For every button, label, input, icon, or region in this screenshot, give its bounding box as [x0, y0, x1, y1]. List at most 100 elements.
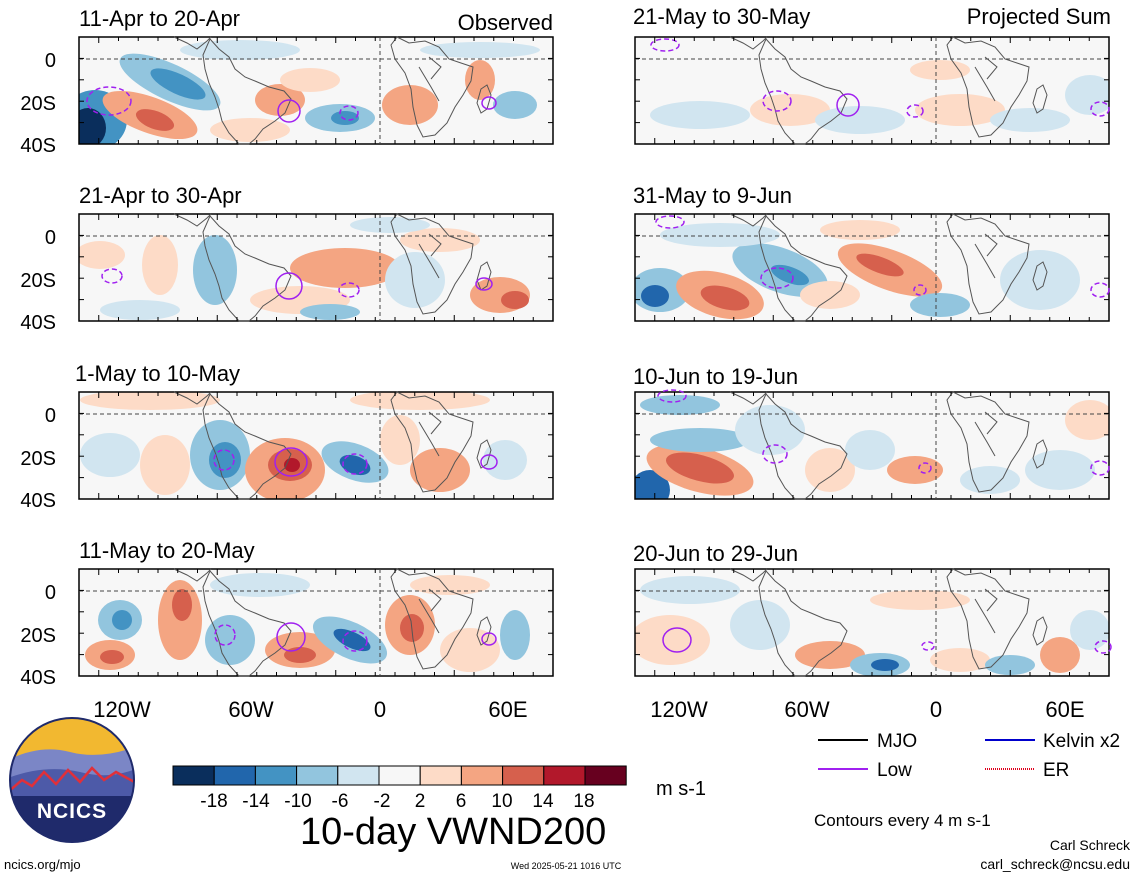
low-contour — [1090, 101, 1110, 117]
panel-overlay — [634, 568, 1112, 677]
coastline — [974, 56, 998, 102]
map-panel-2: 21-Apr to 30-Apr — [78, 183, 554, 322]
coastline — [390, 36, 474, 138]
coastline — [202, 38, 292, 145]
panel-title: 31-May to 9-Jun — [633, 183, 792, 208]
coastline — [729, 391, 768, 405]
panel-title: 11-May to 20-May — [79, 538, 255, 563]
low-contour — [101, 268, 123, 284]
panel-title: 11-Apr to 20-Apr — [79, 6, 240, 31]
low-contour — [655, 215, 685, 229]
low-contour — [277, 99, 301, 123]
coastline — [173, 391, 212, 405]
low-contour — [481, 96, 497, 110]
panel-title: 1-May to 10-May — [75, 361, 240, 386]
lat-label-20s: 20S — [20, 93, 56, 115]
lat-label-20s: 20S — [20, 448, 56, 470]
coastline — [202, 215, 292, 322]
low-contour — [338, 282, 360, 298]
lon-label-60w: 60W — [784, 697, 829, 722]
low-contour — [342, 453, 368, 475]
map-panel-3: 1-May to 10-May — [75, 361, 554, 500]
low-contour — [275, 272, 303, 300]
colorbar-swatch — [378, 765, 421, 786]
low-contour — [657, 389, 687, 403]
lat-label-0: 0 — [45, 227, 56, 249]
map-panel-6: 31-May to 9-Jun — [633, 183, 1110, 322]
coastline — [1032, 616, 1048, 646]
coastline — [946, 391, 1030, 493]
colorbar-swatch — [543, 765, 586, 786]
panel-overlay — [634, 213, 1110, 322]
coastline — [758, 393, 848, 500]
footer-url[interactable]: ncics.org/mjo — [4, 857, 81, 872]
projected-sum-label: Projected Sum — [967, 4, 1111, 29]
coastline — [729, 36, 768, 50]
footer-timestamp: Wed 2025-05-21 1016 UTC — [511, 861, 622, 871]
low-contour — [662, 627, 692, 653]
coastline — [729, 568, 768, 582]
wind-anomaly-field — [79, 40, 540, 144]
coastline — [1032, 84, 1048, 114]
map-panel-7: 10-Jun to 19-Jun — [633, 364, 1110, 500]
coastline — [758, 215, 848, 322]
colorbar-units: m s-1 — [656, 778, 706, 800]
coastline — [946, 568, 1030, 670]
colorbar-swatch — [460, 765, 504, 786]
panel-title: 21-Apr to 30-Apr — [79, 183, 242, 208]
lat-label-40s: 40S — [20, 490, 56, 512]
low-legend-label: Low — [877, 760, 912, 781]
coastline — [974, 411, 998, 457]
colorbar-swatch — [419, 765, 462, 786]
colorbar-swatch — [296, 765, 339, 786]
coastline — [390, 213, 474, 315]
footer-email[interactable]: carl_schreck@ncsu.edu — [980, 856, 1130, 872]
lat-label-0: 0 — [45, 582, 56, 604]
wind-anomaly-field — [79, 217, 530, 320]
lon-label-120w: 120W — [93, 697, 151, 722]
low-contour — [480, 454, 498, 470]
observed-label: Observed — [458, 10, 553, 35]
colorbar-tick: -14 — [242, 791, 270, 812]
coastline — [418, 411, 442, 457]
coastline — [418, 56, 442, 102]
coastline — [729, 213, 768, 227]
low-contour — [276, 622, 306, 652]
coastline — [418, 588, 442, 634]
map-overlays — [78, 36, 1112, 677]
coastline — [1032, 261, 1048, 291]
mjo-legend-label: MJO — [877, 731, 917, 752]
colorbar-tick: -18 — [200, 791, 227, 812]
coastline — [418, 233, 442, 279]
lon-label-120w: 120W — [650, 697, 708, 722]
lat-label-40s: 40S — [20, 312, 56, 334]
lon-label-60e: 60E — [1045, 697, 1084, 722]
low-contour — [762, 444, 788, 464]
map-panel-1: 11-Apr to 20-Apr Observed — [78, 6, 554, 145]
low-contour — [1094, 640, 1112, 654]
panel-overlay — [634, 36, 1110, 145]
coastline — [202, 393, 292, 500]
wind-anomaly-field — [635, 220, 1080, 320]
low-contour — [1090, 282, 1110, 298]
coastline — [974, 233, 998, 279]
colorbar-tick: -2 — [374, 791, 391, 812]
lat-label-20s: 20S — [20, 625, 56, 647]
colorbar: -18 -14 -10 -6 -2 2 6 10 14 18 m s-1 — [172, 765, 706, 812]
panel-title: 10-Jun to 19-Jun — [633, 364, 798, 389]
low-contour — [274, 447, 308, 477]
coastline — [758, 570, 848, 677]
panel-overlay — [78, 36, 554, 145]
low-contour — [762, 90, 792, 112]
colorbar-tick-labels: -18 -14 -10 -6 -2 2 6 10 14 18 — [200, 791, 594, 812]
map-panel-4: 11-May to 20-May — [78, 538, 554, 677]
coastline — [476, 439, 492, 469]
colorbar-tick: -6 — [332, 791, 349, 812]
longitude-labels: 120W 60W 0 60E 120W 60W 0 60E — [93, 697, 1084, 722]
low-contour — [475, 277, 493, 291]
logo-text: NCICS — [37, 800, 107, 823]
low-contour — [214, 624, 236, 646]
low-contour — [339, 105, 359, 121]
coastline — [202, 570, 292, 677]
